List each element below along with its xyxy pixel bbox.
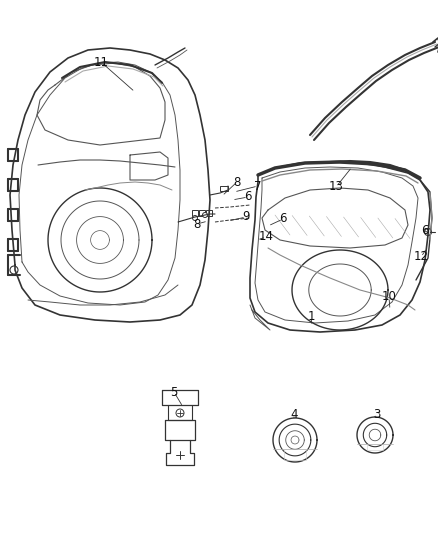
Bar xyxy=(220,186,228,191)
Text: 7: 7 xyxy=(254,180,262,192)
Text: 6: 6 xyxy=(279,213,287,225)
Text: 13: 13 xyxy=(328,181,343,193)
Text: 10: 10 xyxy=(381,290,396,303)
Circle shape xyxy=(202,213,208,217)
Circle shape xyxy=(10,266,18,274)
Text: 6: 6 xyxy=(421,224,429,238)
Bar xyxy=(199,210,205,216)
Circle shape xyxy=(424,229,431,236)
Circle shape xyxy=(192,215,198,221)
Text: 12: 12 xyxy=(413,251,428,263)
Text: 4: 4 xyxy=(290,408,298,421)
Circle shape xyxy=(176,409,184,417)
Text: 6: 6 xyxy=(244,190,252,204)
Bar xyxy=(206,210,212,216)
Text: 8: 8 xyxy=(233,175,241,189)
Text: 14: 14 xyxy=(258,230,273,244)
Text: 5: 5 xyxy=(170,385,178,399)
Text: 8: 8 xyxy=(193,217,201,230)
Text: 11: 11 xyxy=(93,55,109,69)
Text: 9: 9 xyxy=(242,211,250,223)
Text: 1: 1 xyxy=(307,311,315,324)
Text: 3: 3 xyxy=(373,408,381,421)
Bar xyxy=(192,210,198,216)
